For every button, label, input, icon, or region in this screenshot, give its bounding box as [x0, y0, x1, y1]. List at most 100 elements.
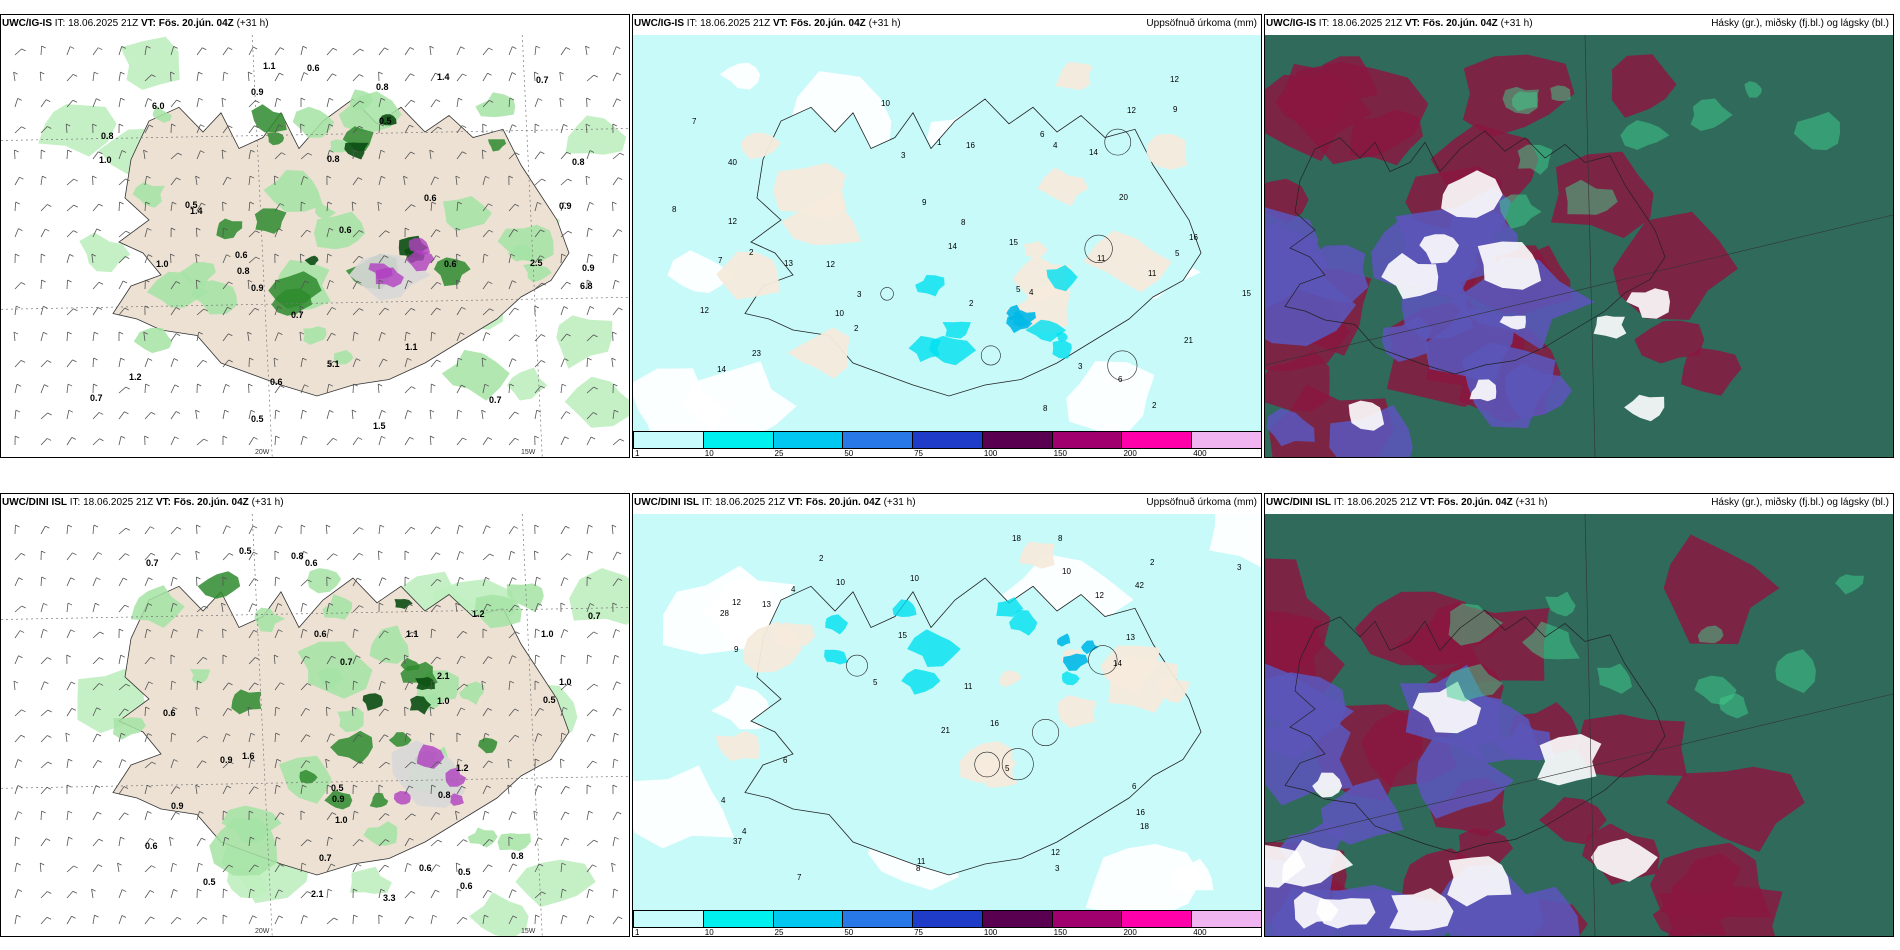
wind-barb	[92, 47, 99, 56]
precip-value-label: 0.7	[146, 558, 159, 568]
precip-value-label: 2	[749, 248, 754, 257]
wind-barb-flag	[151, 761, 156, 765]
wind-barb-flag	[331, 307, 337, 310]
wind-barb	[378, 761, 387, 769]
wind-barb-flag	[67, 810, 73, 814]
wind-barb-flag	[404, 227, 410, 231]
wind-barb-flag	[224, 836, 230, 840]
wind-barb	[66, 149, 69, 160]
wind-barb	[534, 334, 542, 342]
panel-title: UWC/DINI ISL IT: 18.06.2025 21Z VT: Fös.…	[1266, 497, 1548, 508]
wind-barb-flag	[278, 915, 284, 919]
wind-barb	[326, 629, 330, 639]
wind-barb	[508, 631, 516, 639]
heavy-precip-area	[369, 792, 389, 808]
wind-barb-flag	[487, 437, 493, 440]
wind-barb	[144, 733, 149, 743]
wind-barb	[144, 656, 152, 665]
wind-barb-flag	[565, 47, 571, 50]
wind-barb	[196, 438, 205, 446]
precip-area	[314, 211, 366, 250]
wind-barb	[66, 629, 72, 639]
dry-land-area	[1055, 62, 1093, 91]
wind-barb-flag	[456, 732, 462, 736]
precip-value-label: 0.8	[327, 154, 340, 164]
wind-barb-flag	[357, 177, 363, 180]
wind-barb	[404, 332, 407, 342]
wind-barb	[404, 761, 412, 769]
wind-barb-flag	[17, 811, 23, 814]
wind-barb	[430, 99, 437, 108]
wind-barb-flag	[513, 229, 518, 232]
wind-barb-flag	[278, 332, 283, 336]
wind-barb-flag	[384, 734, 389, 738]
wind-barb-flag	[411, 204, 416, 207]
wind-barb-flag	[586, 784, 592, 788]
wind-barb-flag	[147, 733, 153, 736]
wind-barb	[404, 837, 410, 847]
wind-barb	[508, 863, 514, 873]
wind-barb-flag	[512, 863, 518, 867]
precip-value-label: 21	[1184, 336, 1193, 345]
wind-barb-flag	[120, 357, 125, 361]
wind-barb-flag	[67, 383, 73, 387]
wind-barb	[378, 410, 383, 420]
colorbar-tick: 75	[914, 449, 924, 458]
wind-barb	[273, 175, 276, 186]
no-precip-area	[662, 565, 777, 655]
wind-barb-flag	[484, 732, 490, 736]
colorbar-swatch	[842, 910, 914, 928]
wind-barb-flag	[68, 758, 73, 762]
wind-barb	[612, 811, 618, 821]
precip-value-label: 16	[1136, 808, 1145, 817]
wind-barb-flag	[456, 888, 462, 892]
wind-barb	[482, 229, 490, 238]
wind-barb-flag	[93, 357, 98, 361]
wind-barb-flag	[488, 47, 493, 51]
wind-barb	[585, 124, 588, 134]
wind-barb-flag	[279, 812, 285, 815]
wind-barb-flag	[96, 98, 101, 101]
wind-barb-flag	[406, 732, 411, 736]
precip-value-label: 10	[835, 309, 844, 318]
colorbar-tick: 50	[844, 928, 854, 937]
wind-barb-flag	[149, 890, 155, 893]
wind-barb-flag	[280, 385, 285, 388]
wind-barb	[300, 152, 309, 160]
wind-barb	[196, 524, 198, 535]
wind-barb	[66, 865, 74, 873]
wind-barb	[222, 733, 227, 743]
cloud-panel-dini: UWC/DINI ISL IT: 18.06.2025 21Z VT: Fös.…	[1264, 493, 1894, 937]
clear-sky-area	[1477, 241, 1542, 290]
wind-barb-flag	[44, 384, 49, 387]
wind-barb-flag	[378, 784, 384, 788]
wind-barb-flag	[329, 227, 334, 231]
wind-barb-flag	[429, 45, 434, 49]
wind-barb	[170, 307, 177, 316]
wind-barb-flag	[275, 732, 280, 736]
wind-barb-flag	[145, 383, 150, 387]
wind-barb	[170, 411, 177, 420]
wind-barb-flag	[325, 758, 330, 762]
wind-barb-flag	[378, 383, 383, 387]
wind-barb	[352, 734, 359, 743]
wind-barb-flag	[247, 331, 252, 335]
no-precip-area	[719, 62, 760, 90]
low-cloud-area	[1265, 663, 1354, 761]
very-heavy-precip-area	[394, 599, 413, 609]
wind-barb	[14, 410, 17, 420]
wind-barb-flag	[434, 176, 439, 180]
wind-barb	[429, 732, 432, 743]
precip-area	[209, 818, 278, 876]
colorbar-swatch	[912, 431, 983, 449]
wind-barb	[170, 707, 174, 717]
wind-barb-flag	[353, 383, 358, 387]
wind-barb-flag	[300, 810, 306, 814]
wind-barb-flag	[325, 680, 330, 684]
wind-barb	[300, 734, 307, 743]
high-cloud-edge	[1448, 603, 1504, 646]
colorbar-tick: 400	[1193, 928, 1207, 937]
precip-value-label: 8	[961, 218, 966, 227]
wind-barb-flag	[593, 839, 599, 843]
wind-barb-flag	[72, 890, 78, 894]
